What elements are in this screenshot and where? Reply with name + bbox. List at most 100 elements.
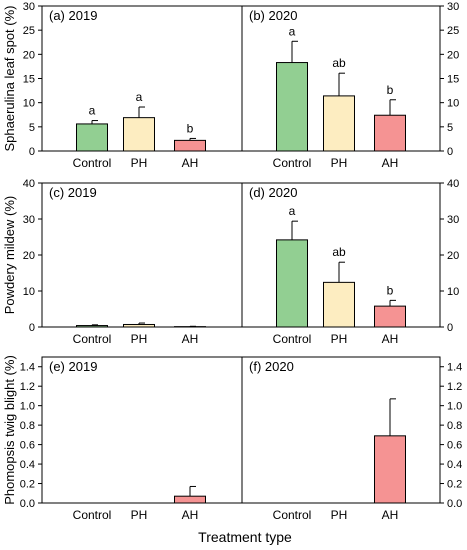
category-label: Control (73, 332, 112, 346)
category-label: AH (382, 156, 399, 170)
category-label: PH (131, 508, 148, 522)
category-label: AH (182, 156, 199, 170)
category-label: Control (273, 332, 312, 346)
y-tick-label: 0.2 (447, 479, 462, 491)
panel-label: (f) 2020 (249, 359, 294, 374)
bar-ah (174, 495, 206, 504)
y-tick-label: 20 (447, 250, 459, 262)
x-axis-title: Treatment type (198, 529, 292, 545)
category-label: PH (131, 156, 148, 170)
category-label: AH (182, 508, 199, 522)
y-tick-label: 0.2 (20, 479, 35, 491)
panels: 0 5 10 15 20 25 30 Sphaerulina leaf spot (%) (a)… (2, 1, 462, 522)
y-tick-label: 0.4 (20, 459, 35, 471)
y-tick-label: 0 (447, 146, 453, 158)
panel-4: 0 10 20 30 40 (d) 2020 a Control ab PH b AH (241, 178, 459, 346)
category-label: Control (273, 156, 312, 170)
category-label: AH (182, 332, 199, 346)
bar-ah (374, 305, 406, 328)
category-label: AH (382, 508, 399, 522)
bar-ph (123, 117, 155, 152)
significance-letter: a (89, 104, 96, 118)
y-tick-label: 15 (23, 74, 35, 86)
y-tick-label: 10 (447, 98, 459, 110)
y-tick-label: 0.8 (447, 420, 462, 432)
y-tick-label: 25 (447, 25, 459, 37)
bar-ah (174, 139, 206, 152)
y-tick-label: 10 (23, 98, 35, 110)
bar-ph (123, 323, 155, 328)
y-axis-title: Sphaerulina leaf spot (%) (2, 6, 17, 152)
category-label: Control (273, 508, 312, 522)
y-tick-label: 20 (23, 250, 35, 262)
y-tick-label: 30 (23, 214, 35, 226)
panel-label: (b) 2020 (249, 8, 297, 23)
category-label: PH (331, 332, 348, 346)
plot-frame (41, 356, 243, 504)
panel-label: (d) 2020 (249, 185, 297, 200)
significance-letter: a (289, 204, 296, 218)
bar-ph (323, 281, 355, 328)
panel-label: (a) 2019 (49, 8, 97, 23)
category-label: PH (131, 332, 148, 346)
panel-label: (e) 2019 (49, 359, 97, 374)
y-tick-label: 0.8 (20, 420, 35, 432)
panel-1: 0 5 10 15 20 25 30 Sphaerulina leaf spot (%) (a)… (2, 1, 243, 170)
category-label: AH (382, 332, 399, 346)
plot-frame (241, 356, 441, 504)
y-tick-label: 1.2 (20, 381, 35, 393)
y-tick-label: 1.0 (447, 401, 462, 413)
category-label: Control (73, 156, 112, 170)
y-tick-label: 5 (29, 122, 35, 134)
y-tick-label: 20 (447, 49, 459, 61)
bar-ah (374, 114, 406, 152)
y-tick-label: 0 (447, 322, 453, 334)
bar-control (76, 325, 108, 328)
significance-letter: a (136, 90, 143, 104)
significance-letter: b (187, 121, 194, 135)
significance-letter: b (387, 283, 394, 297)
y-tick-label: 40 (447, 178, 459, 190)
y-tick-label: 0.0 (20, 498, 35, 510)
bar-control (276, 239, 308, 328)
bar-control (276, 62, 308, 152)
y-tick-label: 25 (23, 25, 35, 37)
panel-label: (c) 2019 (49, 185, 97, 200)
category-label: Control (73, 508, 112, 522)
plot-frame (41, 182, 243, 328)
y-tick-label: 0 (29, 322, 35, 334)
category-label: PH (331, 156, 348, 170)
y-tick-label: 0.0 (447, 498, 462, 510)
significance-letter: ab (332, 56, 346, 70)
bar-ph (323, 95, 355, 152)
y-axis-title: Phomopsis twig blight (%) (2, 355, 17, 505)
y-tick-label: 5 (447, 122, 453, 134)
y-tick-label: 30 (447, 1, 459, 13)
significance-letter: a (289, 24, 296, 38)
panel-6: 0.0 0.2 0.4 0.6 0.8 1.0 1.2 1.4 (f) 2020 Control P… (241, 356, 462, 522)
y-tick-label: 0 (29, 146, 35, 158)
y-tick-label: 10 (447, 286, 459, 298)
y-tick-label: 1.4 (447, 362, 462, 374)
y-tick-label: 30 (447, 214, 459, 226)
y-tick-label: 0.6 (20, 440, 35, 452)
y-tick-label: 30 (23, 1, 35, 13)
y-tick-label: 40 (23, 178, 35, 190)
y-tick-label: 15 (447, 74, 459, 86)
y-tick-label: 0.4 (447, 459, 462, 471)
y-axis-title: Powdery mildew (%) (2, 196, 17, 314)
y-tick-label: 10 (23, 286, 35, 298)
y-tick-label: 20 (23, 49, 35, 61)
panel-3: 0 10 20 30 40 Powdery mildew (%) (c) 2019 Contr… (2, 178, 243, 346)
significance-letter: ab (332, 245, 346, 259)
y-tick-label: 1.4 (20, 362, 35, 374)
y-tick-label: 1.2 (447, 381, 462, 393)
y-tick-label: 1.0 (20, 401, 35, 413)
significance-letter: b (387, 83, 394, 97)
category-label: PH (331, 508, 348, 522)
bar-ah (374, 435, 406, 504)
bar-control (76, 123, 108, 152)
